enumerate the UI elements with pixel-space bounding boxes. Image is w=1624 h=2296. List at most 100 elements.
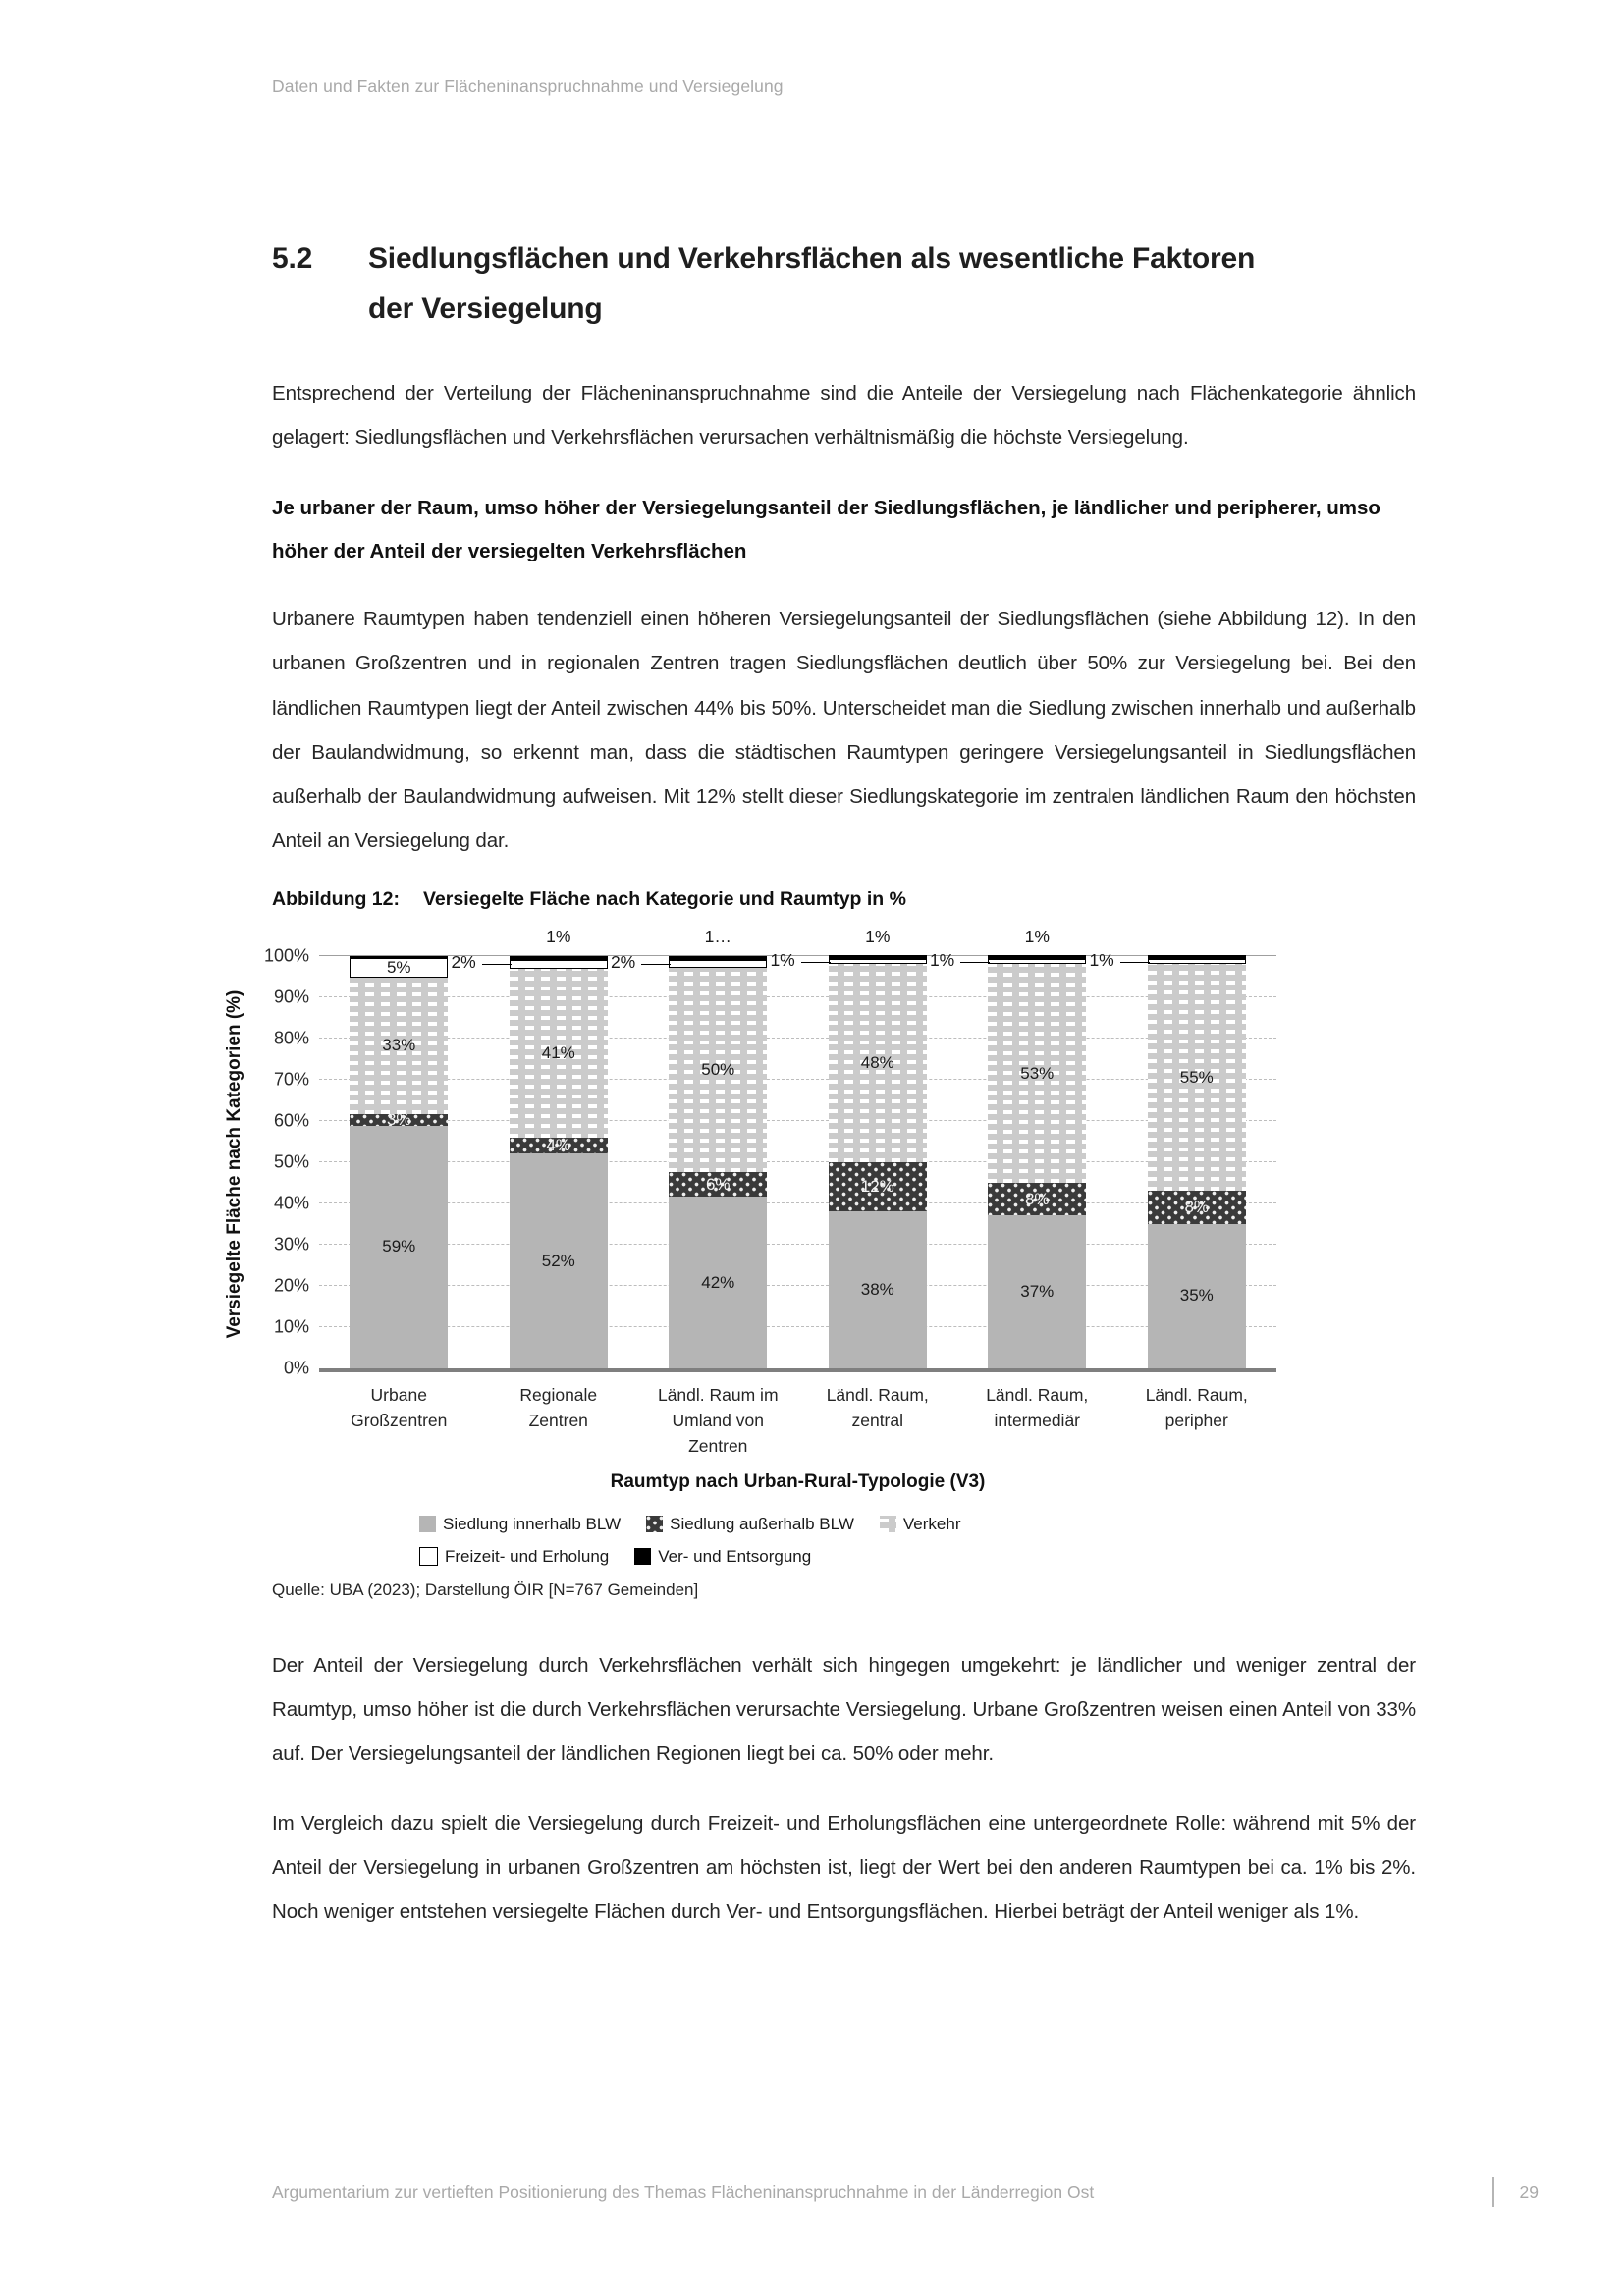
x-category-label: Ländl. Raum im Umland von Zentren: [657, 1384, 779, 1457]
running-header: Daten und Fakten zur Flächeninanspruchna…: [272, 77, 784, 96]
legend-swatch: [646, 1516, 664, 1533]
gridline: [319, 1078, 1276, 1080]
bar-slot: 2% 1% 52% 4% 41%: [451, 927, 639, 1368]
segment-value-label: 42%: [701, 1272, 735, 1292]
bar-segment: [1147, 959, 1246, 965]
bar-segment: 37%: [988, 1215, 1087, 1368]
legend-item: Verkehr: [879, 1514, 961, 1534]
bar-slot: 1% 1% 37% 8% 53%: [930, 927, 1117, 1368]
stacked-bar-chart: Versiegelte Fläche nach Kategorien (%) 0…: [211, 927, 1429, 1567]
bar-segment: 50%: [669, 968, 768, 1173]
bar-segment: [509, 955, 608, 961]
bar-segment: 41%: [509, 968, 608, 1138]
bar-segment: 3%: [350, 1109, 449, 1129]
gridline: [319, 1325, 1276, 1327]
legend-item: Siedlung innerhalb BLW: [419, 1515, 621, 1534]
chart-plot-area: 59% 3% 33% 5% 2% 1% 52% 4% 41% 2% 1… 42% 6% 50% 1% 1% 38…: [319, 927, 1277, 1372]
chart-legend: Siedlung innerhalb BLW Siedlung außerhalb…: [419, 1515, 1429, 1567]
legend-row: Siedlung innerhalb BLW Siedlung außerhalb…: [419, 1515, 1429, 1534]
section-title-line2: der Versiegelung: [368, 293, 603, 325]
segment-value-label-above: 1%: [865, 926, 891, 946]
bar-segment: [988, 959, 1087, 965]
segment-value-label: 38%: [860, 1280, 894, 1300]
legend-item: Freizeit- und Erholung: [419, 1547, 609, 1567]
legend-swatch: [879, 1516, 896, 1533]
gridline: [319, 1037, 1276, 1039]
y-tick-label: 100%: [263, 945, 309, 966]
bar-segment: 12%: [828, 1161, 927, 1212]
y-axis-title: Versiegelte Fläche nach Kategorien (%): [224, 989, 244, 1339]
paragraph-freizeit: Im Vergleich dazu spielt die Versiegelun…: [272, 1811, 1416, 1924]
section-title: Siedlungsflächen und Verkehrsflächen als…: [368, 234, 1416, 334]
segment-value-label-above: 1%: [546, 926, 571, 946]
stacked-bar: 59% 3% 33% 5%: [350, 955, 449, 1368]
legend-swatch: [634, 1548, 652, 1566]
content-column: 5.2 Siedlungsflächen und Verkehrsflächen…: [224, 234, 1416, 1959]
x-category-label: Ländl. Raum, zentral: [826, 1384, 929, 1431]
segment-value-label: 35%: [1179, 1286, 1214, 1306]
segment-value-label: 6%: [705, 1174, 731, 1194]
gridline: [319, 1201, 1276, 1203]
bar-segment: [828, 959, 927, 965]
bar-segment: 6%: [669, 1172, 768, 1198]
bar-segment: 48%: [828, 964, 927, 1162]
y-tick-label: 90%: [273, 987, 309, 1007]
segment-value-label: 50%: [701, 1060, 735, 1080]
chart-bars: 59% 3% 33% 5% 2% 1% 52% 4% 41% 2% 1… 42% 6% 50% 1% 1% 38…: [319, 927, 1277, 1368]
x-category-label: Ländl. Raum, intermediär: [986, 1384, 1089, 1431]
paragraph-intro: Entsprechend der Verteilung der Flächeni…: [272, 382, 1416, 450]
segment-value-label: 4%: [546, 1136, 571, 1155]
footer-separator: [1492, 2177, 1494, 2207]
section-heading: 5.2 Siedlungsflächen und Verkehrsflächen…: [272, 234, 1416, 334]
bar-slot: 1% 1% 38% 12% 48%: [770, 927, 958, 1368]
segment-value-label-leader: 1%: [929, 950, 955, 971]
section-number: 5.2: [272, 242, 313, 275]
bar-segment: [350, 955, 449, 958]
page-footer: Argumentarium zur vertieften Positionier…: [272, 2177, 1539, 2207]
legend-item: Ver- und Entsorgung: [634, 1547, 811, 1567]
bar-slot: 1% 35% 8% 55%: [1089, 950, 1277, 1368]
leader-line: [481, 964, 512, 966]
figure-caption: Abbildung 12: Versiegelte Fläche nach Kat…: [272, 888, 1429, 911]
stacked-bar: 42% 6% 50%: [669, 955, 768, 1368]
segment-value-label-leader: 1%: [1089, 950, 1114, 971]
segment-value-label: 41%: [541, 1042, 575, 1062]
segment-value-label: 48%: [860, 1053, 894, 1073]
bar-segment: 35%: [1147, 1223, 1246, 1368]
y-tick-label: 30%: [273, 1234, 309, 1255]
segment-value-label: 37%: [1020, 1282, 1055, 1302]
segment-value-label: 53%: [1020, 1063, 1055, 1083]
bar-segment: 59%: [350, 1126, 449, 1368]
stacked-bar: 35% 8% 55%: [1147, 955, 1246, 1368]
y-tick-label: 10%: [273, 1316, 309, 1337]
legend-swatch: [419, 1547, 438, 1567]
bar-segment: 8%: [1147, 1191, 1246, 1224]
gridline: [319, 995, 1276, 997]
stacked-bar: 38% 12% 48%: [828, 955, 927, 1368]
x-axis-title: Raumtyp nach Urban-Rural-Typologie (V3): [610, 1470, 986, 1492]
figure-source: Quelle: UBA (2023); Darstellung ÖIR [N=7…: [272, 1579, 699, 1599]
figure-caption-text: Versiegelte Fläche nach Kategorie und Ra…: [423, 887, 906, 910]
bar-segment: 38%: [828, 1211, 927, 1368]
x-axis-labels: Urbane Großzentren Regionale Zentren Ländl. …: [319, 1382, 1276, 1460]
gridline: [319, 954, 1276, 956]
segment-value-label: 3%: [386, 1109, 411, 1129]
segment-value-label: 12%: [860, 1177, 894, 1197]
bar-segment: 42%: [669, 1197, 768, 1368]
y-tick-label: 20%: [273, 1275, 309, 1296]
section-title-line1: Siedlungsflächen und Verkehrsflächen als…: [368, 242, 1256, 275]
segment-value-label: 8%: [1184, 1198, 1210, 1217]
segment-value-label-above: 1%: [1024, 926, 1050, 946]
stacked-bar: 37% 8% 53%: [988, 955, 1087, 1368]
x-category-label: Ländl. Raum, peripher: [1145, 1384, 1248, 1431]
bar-segment: 52%: [509, 1153, 608, 1368]
bar-segment: 53%: [988, 964, 1087, 1183]
bar-segment: [669, 955, 768, 961]
segment-value-label-above: 1…: [704, 926, 731, 946]
legend-label: Verkehr: [902, 1514, 961, 1533]
bar-segment: [1147, 955, 1246, 960]
leader-line: [1119, 962, 1150, 964]
leader-line: [641, 964, 672, 966]
bar-slot: 2% 1… 42% 6% 50%: [611, 927, 798, 1368]
